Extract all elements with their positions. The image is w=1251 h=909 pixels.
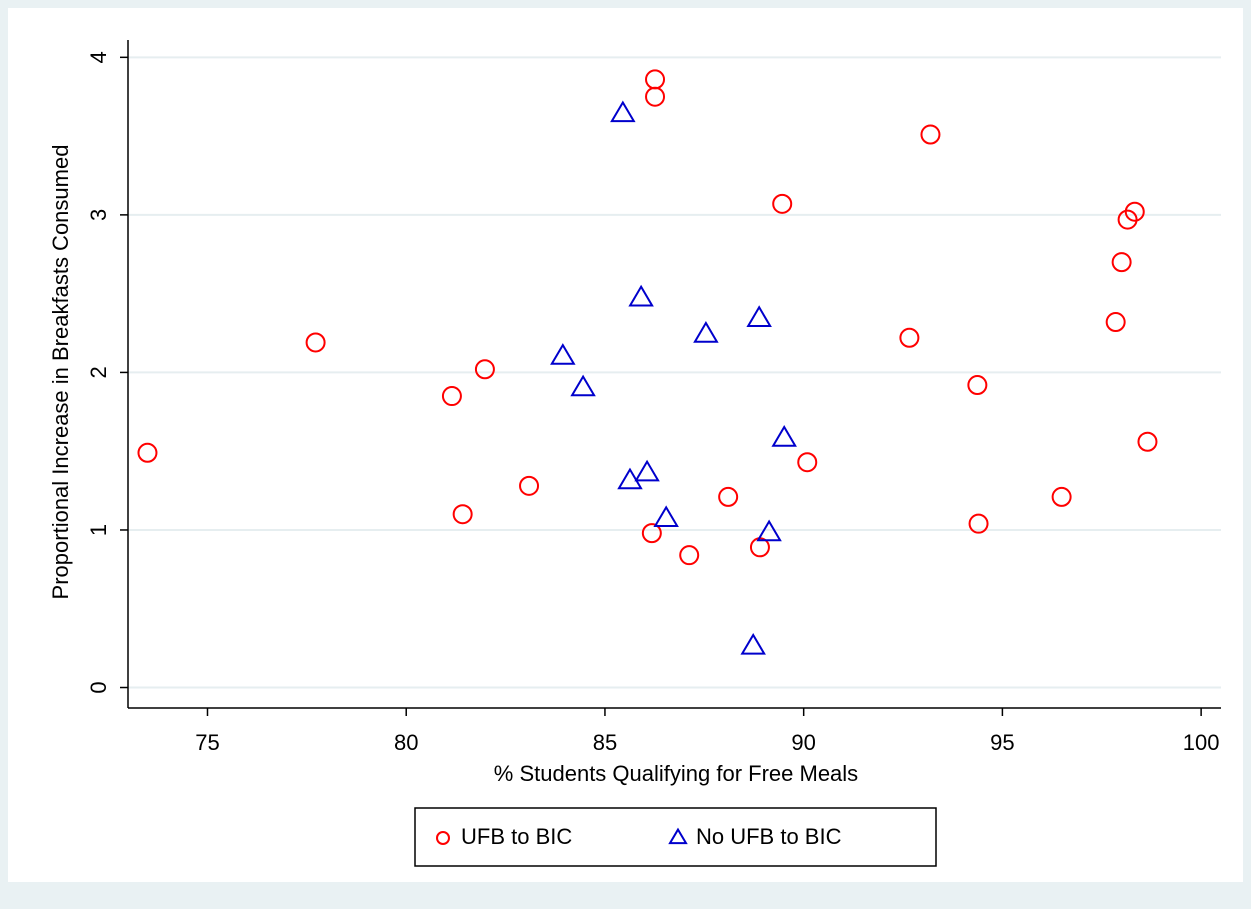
- y-tick-label: 1: [86, 524, 111, 536]
- point: [474, 359, 495, 380]
- point: [756, 519, 782, 542]
- x-tick-label: 90: [791, 730, 815, 755]
- x-tick-label: 75: [195, 730, 219, 755]
- point: [1051, 486, 1072, 507]
- chart-background: [8, 8, 1243, 882]
- legend-label: No UFB to BIC: [696, 824, 842, 849]
- x-tick-label: 100: [1183, 730, 1220, 755]
- legend-label: UFB to BIC: [461, 824, 572, 849]
- point: [137, 442, 158, 463]
- y-tick-label: 4: [86, 51, 111, 63]
- point: [645, 86, 666, 107]
- point: [1111, 252, 1132, 273]
- point: [452, 504, 473, 525]
- point: [628, 284, 654, 307]
- point: [968, 513, 989, 534]
- x-tick-label: 80: [394, 730, 418, 755]
- point: [797, 452, 818, 473]
- point: [570, 374, 596, 397]
- y-axis-title: Proportional Increase in Breakfasts Cons…: [48, 145, 73, 600]
- point: [519, 475, 540, 496]
- y-tick-label: 3: [86, 209, 111, 221]
- point: [679, 545, 700, 566]
- point: [634, 459, 660, 482]
- point: [899, 327, 920, 348]
- point: [305, 332, 326, 353]
- y-tick-label: 2: [86, 366, 111, 378]
- point: [641, 523, 662, 544]
- point: [718, 486, 739, 507]
- point: [746, 305, 772, 327]
- point: [772, 193, 793, 214]
- x-tick-label: 85: [593, 730, 617, 755]
- legend-marker: [668, 827, 688, 845]
- point: [617, 467, 643, 490]
- legend-box: [414, 807, 937, 867]
- point: [441, 386, 462, 407]
- point: [693, 321, 719, 343]
- point: [610, 100, 636, 123]
- x-axis-title: % Students Qualifying for Free Meals: [494, 761, 858, 786]
- point: [967, 375, 988, 396]
- x-tick-label: 95: [990, 730, 1014, 755]
- point: [550, 343, 576, 365]
- point: [1105, 312, 1126, 333]
- point: [653, 505, 679, 528]
- point: [1137, 431, 1158, 452]
- point: [771, 425, 797, 447]
- legend-marker: [436, 831, 450, 845]
- point: [740, 632, 766, 655]
- point: [920, 124, 941, 145]
- point: [1124, 201, 1145, 222]
- y-tick-label: 0: [86, 681, 111, 693]
